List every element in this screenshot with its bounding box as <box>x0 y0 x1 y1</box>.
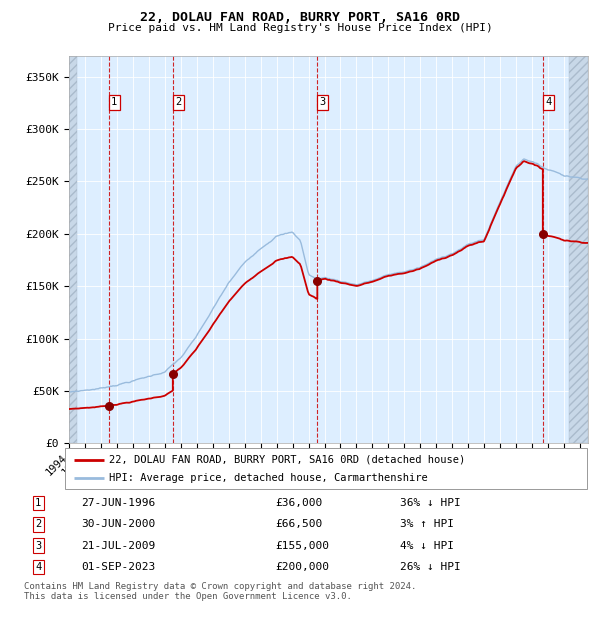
Text: £200,000: £200,000 <box>275 562 329 572</box>
Text: 01-SEP-2023: 01-SEP-2023 <box>81 562 155 572</box>
Text: HPI: Average price, detached house, Carmarthenshire: HPI: Average price, detached house, Carm… <box>109 474 428 484</box>
Text: 21-JUL-2009: 21-JUL-2009 <box>81 541 155 551</box>
Bar <box>69 56 77 443</box>
Text: 3: 3 <box>35 541 41 551</box>
Text: £36,000: £36,000 <box>275 498 322 508</box>
Text: 1: 1 <box>111 97 118 107</box>
Text: 22, DOLAU FAN ROAD, BURRY PORT, SA16 0RD: 22, DOLAU FAN ROAD, BURRY PORT, SA16 0RD <box>140 11 460 24</box>
Text: 26% ↓ HPI: 26% ↓ HPI <box>400 562 461 572</box>
Bar <box>569 56 588 443</box>
Text: 36% ↓ HPI: 36% ↓ HPI <box>400 498 461 508</box>
Text: 2: 2 <box>175 97 181 107</box>
Text: 1: 1 <box>35 498 41 508</box>
Text: 30-JUN-2000: 30-JUN-2000 <box>81 520 155 529</box>
Text: 3% ↑ HPI: 3% ↑ HPI <box>400 520 454 529</box>
Text: 4: 4 <box>545 97 551 107</box>
Text: Contains HM Land Registry data © Crown copyright and database right 2024.
This d: Contains HM Land Registry data © Crown c… <box>24 582 416 601</box>
Text: 27-JUN-1996: 27-JUN-1996 <box>81 498 155 508</box>
FancyBboxPatch shape <box>65 448 587 489</box>
Text: 4% ↓ HPI: 4% ↓ HPI <box>400 541 454 551</box>
Text: 3: 3 <box>320 97 326 107</box>
Text: 4: 4 <box>35 562 41 572</box>
Text: £155,000: £155,000 <box>275 541 329 551</box>
Text: 2: 2 <box>35 520 41 529</box>
Text: Price paid vs. HM Land Registry's House Price Index (HPI): Price paid vs. HM Land Registry's House … <box>107 23 493 33</box>
Text: £66,500: £66,500 <box>275 520 322 529</box>
Text: 22, DOLAU FAN ROAD, BURRY PORT, SA16 0RD (detached house): 22, DOLAU FAN ROAD, BURRY PORT, SA16 0RD… <box>109 454 466 464</box>
